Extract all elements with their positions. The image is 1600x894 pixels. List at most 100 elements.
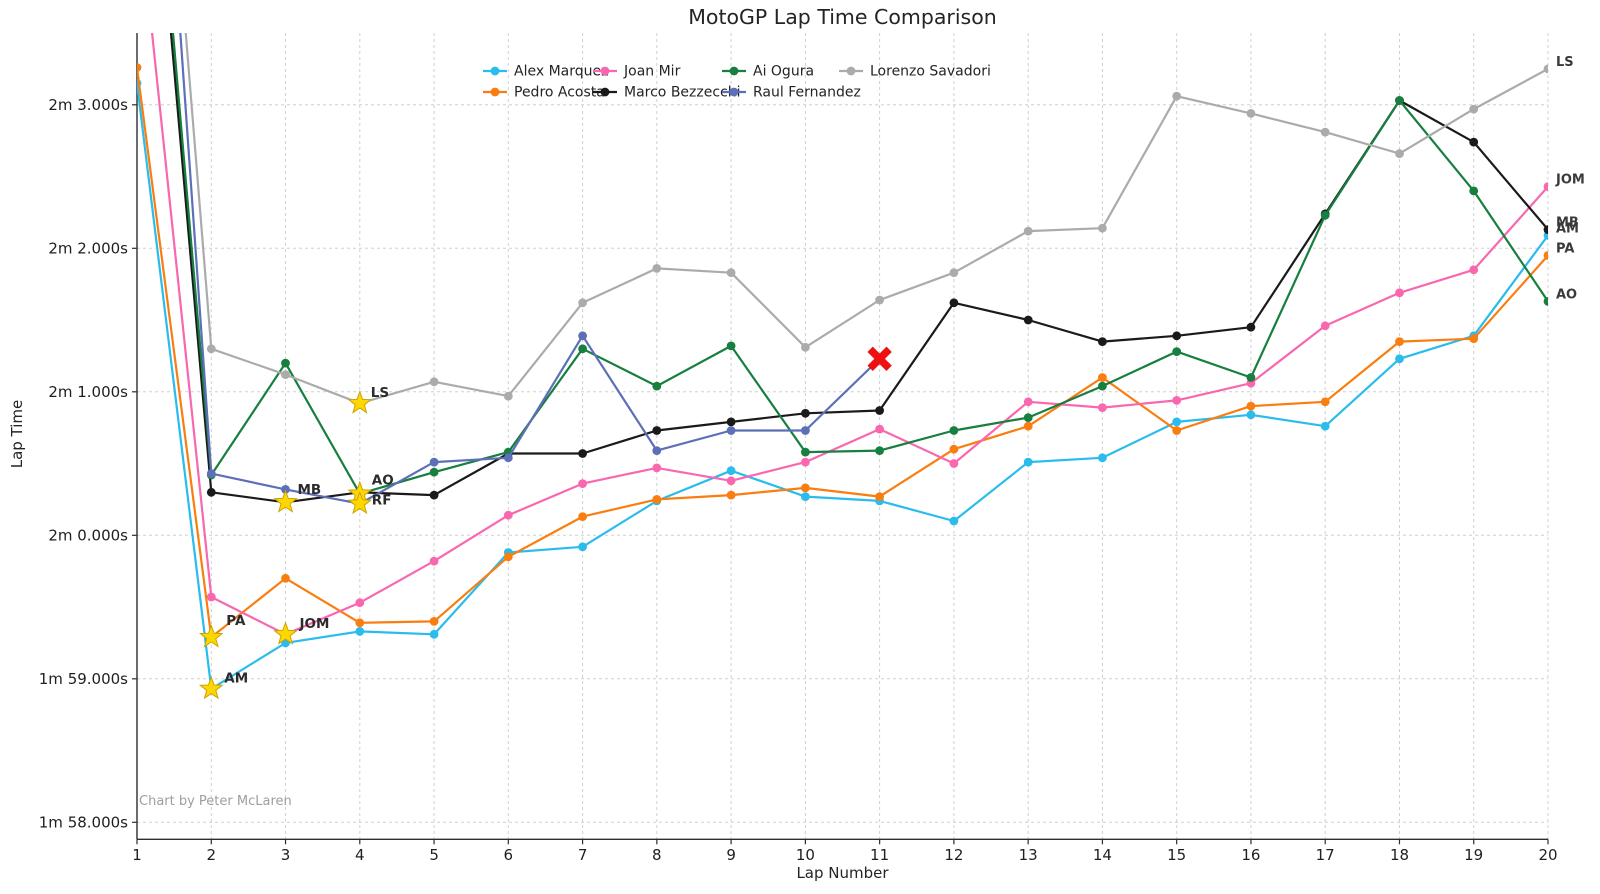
series-AO [171, 33, 1548, 499]
data-point-MB-lap-11 [875, 406, 884, 415]
data-point-LS-lap-2 [206, 344, 216, 354]
data-point-JOM-lap-11 [875, 424, 884, 434]
legend-marker-dot [490, 87, 500, 97]
fastest-lap-label-RF: RF [372, 492, 392, 508]
data-point-LS-lap-13 [1023, 226, 1033, 236]
data-point-MB-lap-8 [652, 426, 662, 435]
x-tick-label: 4 [355, 846, 365, 864]
legend-label-MB: Marco Bezzecchi [624, 85, 741, 101]
x-tick-label: 11 [870, 846, 889, 864]
x-tick-label: 10 [796, 846, 815, 864]
data-point-AM-lap-16 [1246, 410, 1256, 420]
legend-label-LS: Lorenzo Savadori [870, 64, 991, 80]
data-point-PA-lap-5 [429, 617, 439, 626]
data-point-PA-lap-16 [1246, 401, 1256, 411]
data-point-RF-lap-8 [652, 446, 662, 455]
data-point-JOM-lap-6 [503, 510, 513, 520]
x-axis-label: Lap Number [796, 864, 889, 882]
data-point-PA-lap-8 [652, 495, 662, 504]
series-line-LS [184, 33, 1548, 405]
data-point-PA-lap-6 [503, 552, 513, 562]
data-point-LS-lap-12 [949, 268, 959, 278]
series-markers-MB [206, 96, 1548, 507]
legend-item-AM: Alex Marquez [483, 64, 608, 80]
data-point-LS-lap-7 [578, 298, 587, 308]
x-tick-label: 12 [944, 846, 963, 864]
fastest-lap-star-icon-MB [273, 489, 298, 513]
data-point-RF-lap-9 [726, 426, 736, 435]
data-point-PA-lap-13 [1023, 421, 1033, 431]
series-markers-PA [137, 63, 1548, 642]
data-point-RF-lap-5 [429, 457, 439, 467]
fastest-lap-label-AO: AO [372, 472, 394, 488]
data-point-MB-lap-13 [1023, 315, 1033, 325]
fastest-lap-label-MB: MB [298, 482, 322, 498]
data-point-MB-lap-16 [1246, 322, 1256, 332]
data-point-MB-lap-20 [1543, 225, 1548, 234]
data-point-AO-lap-20 [1543, 297, 1548, 306]
watermark-credit: Chart by Peter McLaren [139, 794, 292, 809]
data-point-AM-lap-10 [801, 492, 810, 501]
data-point-JOM-lap-14 [1098, 403, 1107, 412]
data-point-AM-lap-13 [1023, 457, 1033, 467]
data-point-PA-lap-11 [875, 492, 884, 501]
series-markers-JOM [206, 182, 1548, 639]
data-point-MB-lap-15 [1172, 331, 1182, 341]
data-point-LS-lap-3 [281, 370, 290, 379]
data-point-PA-lap-12 [949, 444, 959, 454]
data-point-PA-lap-20 [1543, 251, 1548, 260]
x-tick-label: 15 [1167, 846, 1186, 864]
fastest-lap-star-icon-PA [198, 624, 224, 648]
series-line-AO [171, 33, 1548, 495]
data-point-LS-lap-5 [429, 377, 439, 387]
x-tick-label: 9 [726, 846, 736, 864]
legend-item-LS: Lorenzo Savadori [839, 64, 991, 80]
data-point-AO-lap-11 [875, 446, 884, 455]
series-markers-AM [137, 78, 1548, 694]
data-point-LS-lap-9 [726, 268, 736, 278]
data-point-JOM-lap-10 [801, 457, 810, 467]
fastest-lap-star-icon-RF [347, 490, 373, 515]
data-point-AO-lap-5 [429, 467, 439, 477]
x-tick-label: 16 [1241, 846, 1260, 864]
data-point-AO-lap-19 [1469, 186, 1479, 196]
series-markers-AO [206, 96, 1548, 499]
legend-item-AO: Ai Ogura [722, 64, 814, 80]
y-tick-label: 2m 2.000s [48, 239, 128, 257]
data-point-LS-lap-8 [652, 264, 662, 273]
gridlines [136, 33, 1549, 840]
data-point-LS-lap-17 [1320, 127, 1330, 137]
x-tick-label: 18 [1390, 846, 1409, 864]
chart-title: MotoGP Lap Time Comparison [688, 5, 997, 29]
series-end-label-AM: AM [1556, 221, 1579, 236]
data-point-JOM-lap-19 [1469, 265, 1479, 275]
data-point-LS-lap-14 [1098, 223, 1107, 233]
data-point-AM-lap-15 [1172, 417, 1182, 427]
data-point-AO-lap-12 [949, 426, 959, 435]
data-point-LS-lap-11 [875, 295, 884, 305]
data-point-PA-lap-9 [726, 490, 736, 500]
series-JOM [150, 33, 1548, 639]
data-point-PA-lap-18 [1395, 337, 1404, 346]
data-point-PA-lap-10 [801, 483, 810, 493]
data-point-JOM-lap-12 [949, 459, 959, 468]
legend-item-JOM: Joan Mir [593, 64, 681, 80]
data-point-AM-lap-17 [1320, 421, 1330, 431]
x-tick-label: 3 [281, 846, 291, 864]
data-point-JOM-lap-5 [429, 556, 439, 566]
legend-marker-dot [729, 66, 739, 76]
y-tick-label: 2m 1.000s [48, 383, 128, 401]
data-point-AM-lap-18 [1395, 354, 1404, 364]
data-point-JOM-lap-7 [578, 479, 587, 488]
series-line-AM [137, 83, 1548, 690]
data-point-AM-lap-9 [726, 466, 736, 476]
data-point-LS-lap-10 [801, 342, 810, 352]
x-tick-label: 19 [1464, 846, 1483, 864]
series-AM [137, 78, 1548, 694]
data-point-MB-lap-5 [429, 490, 439, 500]
data-point-JOM-lap-9 [726, 476, 736, 486]
data-point-AO-lap-8 [652, 381, 662, 391]
data-point-JOM-lap-18 [1395, 288, 1404, 298]
legend-marker-dot [729, 87, 739, 97]
